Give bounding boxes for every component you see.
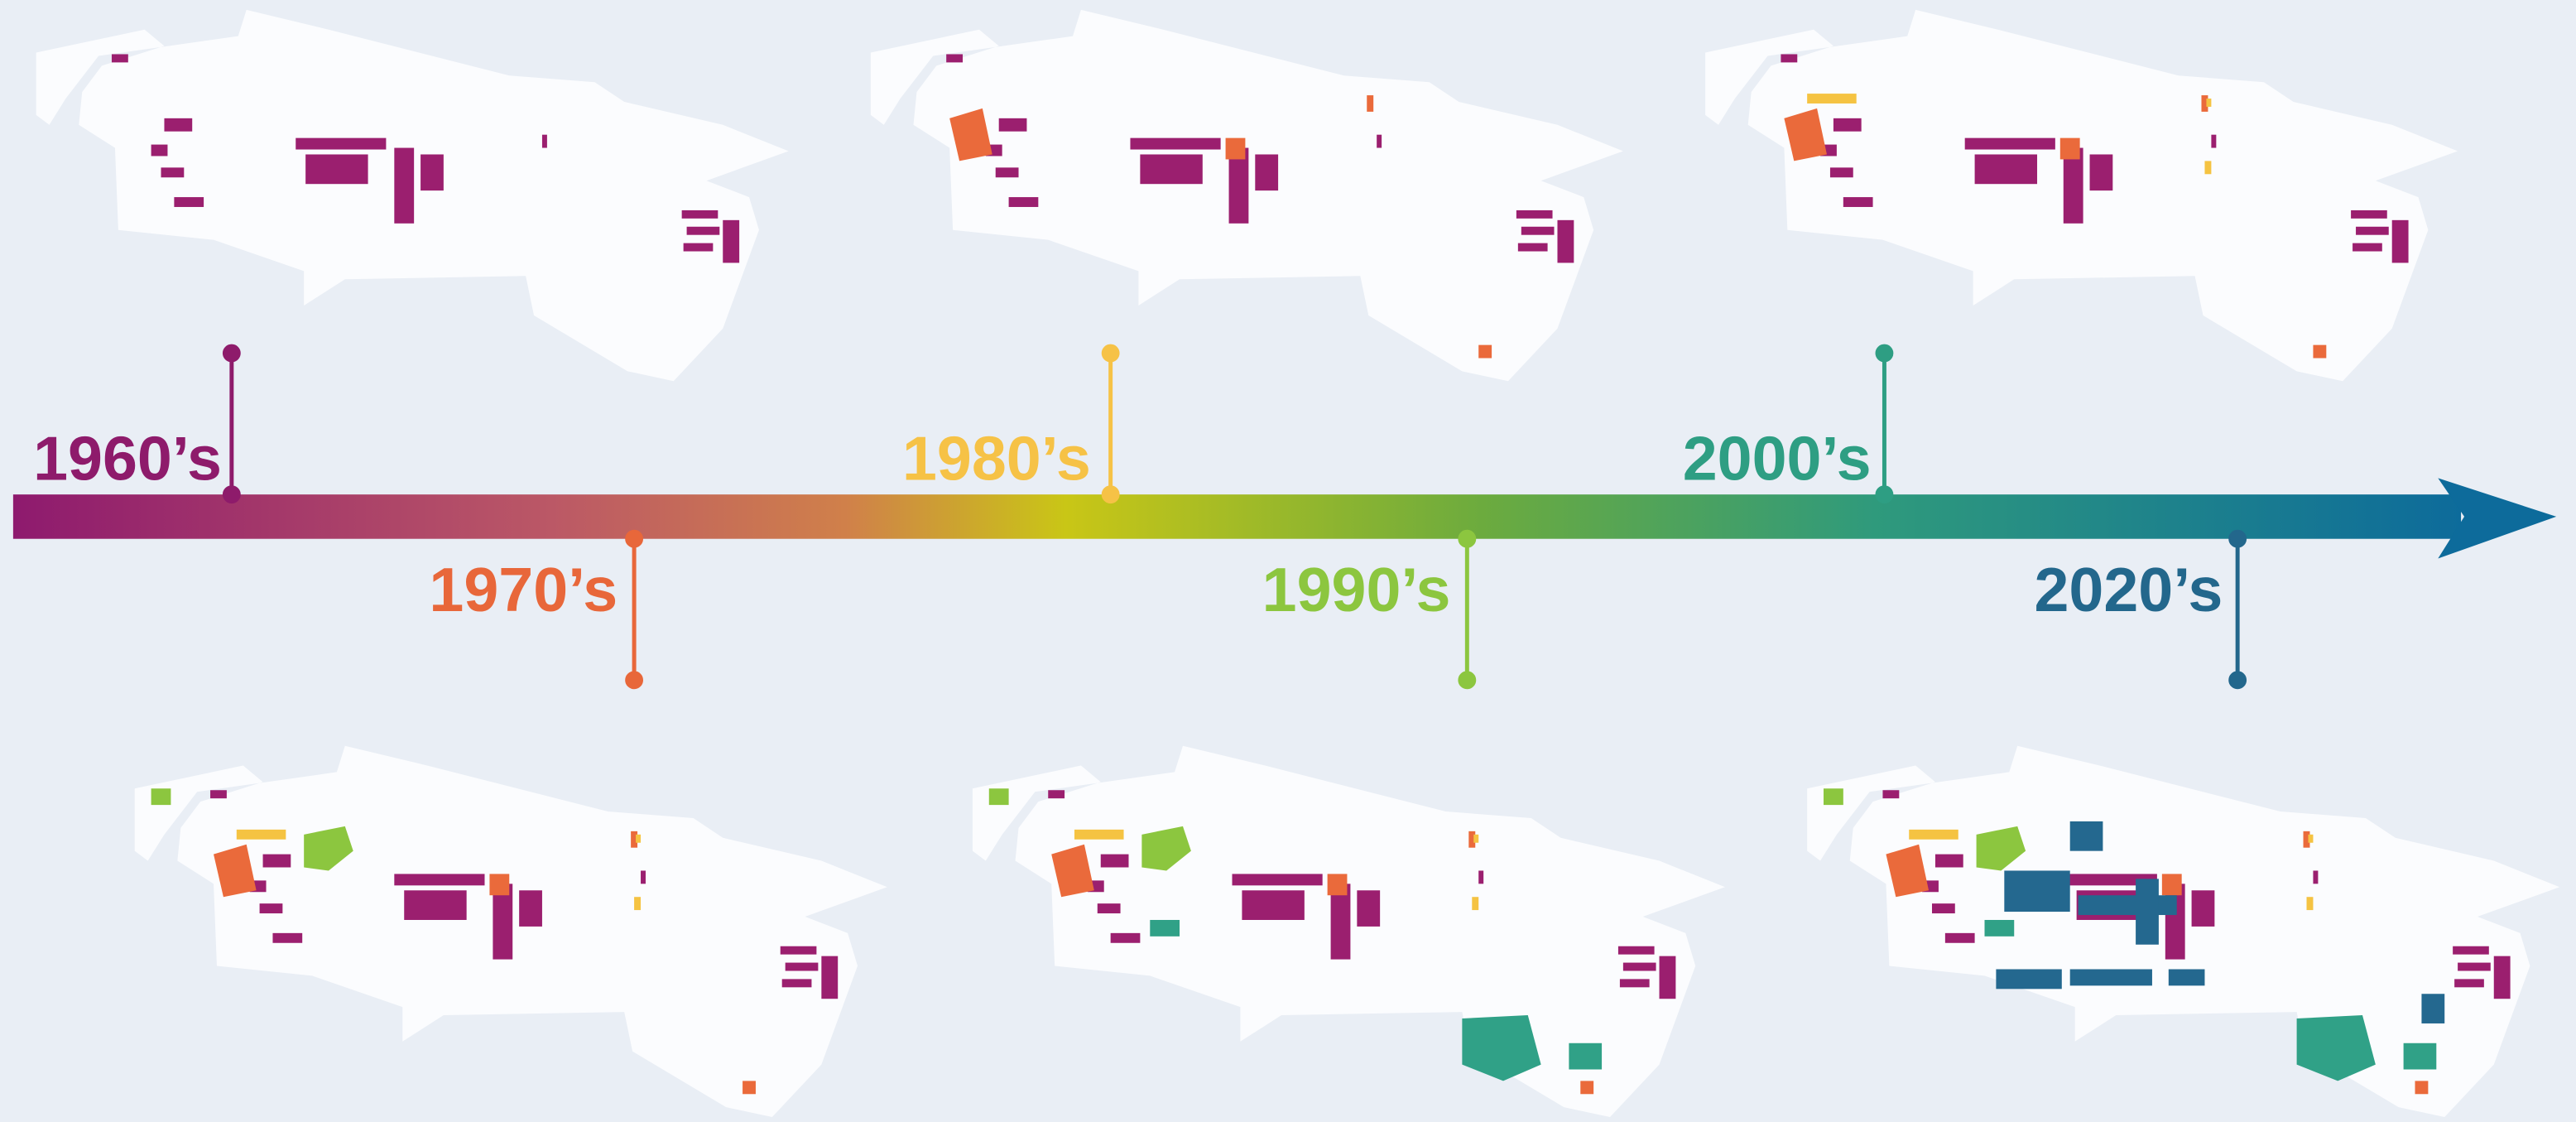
map-2020: [1807, 745, 2560, 1118]
map-1990: [972, 745, 1725, 1118]
map-1960: [36, 9, 789, 382]
decade-label: 1960’s: [33, 423, 222, 493]
decade-label: 1970’s: [429, 555, 618, 624]
decade-label: 1990’s: [1262, 555, 1451, 624]
milestone: 2000’s: [1683, 344, 1894, 504]
map-1980: [870, 9, 1623, 382]
decade-label: 2000’s: [1683, 423, 1872, 493]
decade-label: 2020’s: [2034, 555, 2223, 624]
map-1970: [134, 745, 887, 1118]
milestone: 1980’s: [902, 344, 1120, 504]
timeline-arrow: [12, 478, 2557, 559]
milestone: 1990’s: [1262, 529, 1477, 690]
milestone: 2020’s: [2034, 529, 2247, 690]
map-2000: [1705, 9, 2458, 382]
milestone: 1970’s: [429, 529, 644, 690]
milestone: 1960’s: [33, 344, 241, 504]
decade-label: 1980’s: [902, 423, 1091, 493]
